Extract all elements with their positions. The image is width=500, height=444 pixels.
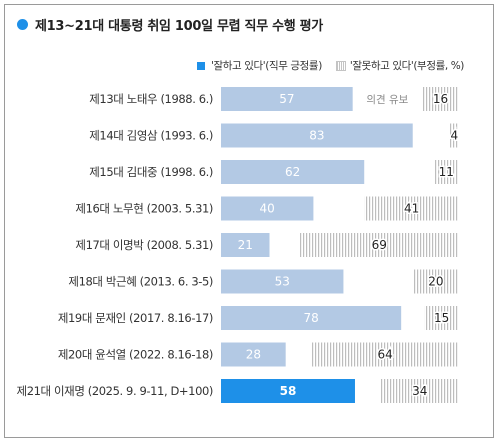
positive-value-label: 83 (309, 129, 324, 143)
legend-positive-swatch (197, 61, 206, 70)
title-row: 제13~21대 대통령 취임 100일 무렵 직무 수행 평가 (17, 15, 323, 34)
chart-legend: '잘하고 있다'(직무 긍정률) '잘못하고 있다'(부정률, %) (197, 58, 464, 73)
negative-value-label: 69 (372, 238, 387, 252)
negative-bar (412, 269, 459, 294)
legend-negative-label: '잘못하고 있다'(부정률, %) (349, 60, 465, 72)
positive-bar (221, 306, 402, 330)
positive-bar (221, 160, 365, 184)
negative-value-label: 20 (428, 275, 443, 289)
positive-value-label: 57 (279, 92, 294, 106)
negative-bar (299, 233, 459, 257)
category-label: 제20대 윤석열 (2022. 8.16-18) (58, 348, 213, 362)
negative-value-label: 41 (404, 202, 419, 216)
negative-value-label: 16 (433, 92, 448, 106)
negative-bar (364, 196, 459, 221)
positive-bar (221, 123, 413, 148)
negative-bar (424, 306, 459, 330)
negative-bar (311, 342, 459, 367)
title-bullet-icon (17, 19, 28, 30)
negative-value-label: 11 (439, 165, 454, 179)
positive-value-label: 78 (303, 311, 318, 325)
category-label: 제19대 문재인 (2017. 8.16-17) (58, 311, 213, 325)
positive-value-label: 40 (260, 202, 275, 216)
positive-value-label: 21 (238, 238, 253, 252)
category-label: 제13대 노태우 (1988. 6.) (89, 92, 213, 106)
positive-bar (221, 233, 270, 257)
category-label: 제14대 김영삼 (1993. 6.) (89, 129, 213, 143)
negative-bar (380, 379, 459, 403)
chart-title: 제13~21대 대통령 취임 100일 무렵 직무 수행 평가 (35, 19, 323, 34)
positive-value-label: 53 (275, 275, 290, 289)
positive-bar (221, 196, 314, 221)
positive-value-label: 62 (285, 165, 300, 179)
category-label: 제15대 김대중 (1998. 6.) (89, 165, 213, 179)
legend-negative-swatch (335, 60, 346, 71)
positive-value-label: 58 (280, 384, 297, 398)
negative-value-label: 15 (434, 311, 449, 325)
annotation-label: 의견 유보 (366, 94, 408, 106)
category-label: 제21대 이재명 (2025. 9. 9-11, D+100) (17, 384, 213, 398)
positive-bar (221, 269, 344, 294)
positive-bar (221, 87, 353, 111)
category-label: 제16대 노무현 (2003. 5.31) (75, 202, 213, 216)
negative-bar (422, 87, 459, 111)
negative-value-label: 64 (377, 348, 392, 362)
positive-value-label: 28 (246, 348, 261, 362)
negative-bar (433, 160, 459, 184)
negative-bar (449, 123, 459, 148)
category-label: 제18대 박근혜 (2013. 6. 3-5) (68, 275, 213, 289)
positive-bar-highlight (221, 379, 355, 403)
negative-value-label: 4 (451, 129, 459, 143)
positive-bar (221, 342, 286, 367)
category-label: 제17대 이명박 (2008. 5.31) (75, 238, 213, 252)
legend-positive-label: '잘하고 있다'(직무 긍정률) (211, 60, 322, 72)
negative-value-label: 34 (412, 384, 427, 398)
